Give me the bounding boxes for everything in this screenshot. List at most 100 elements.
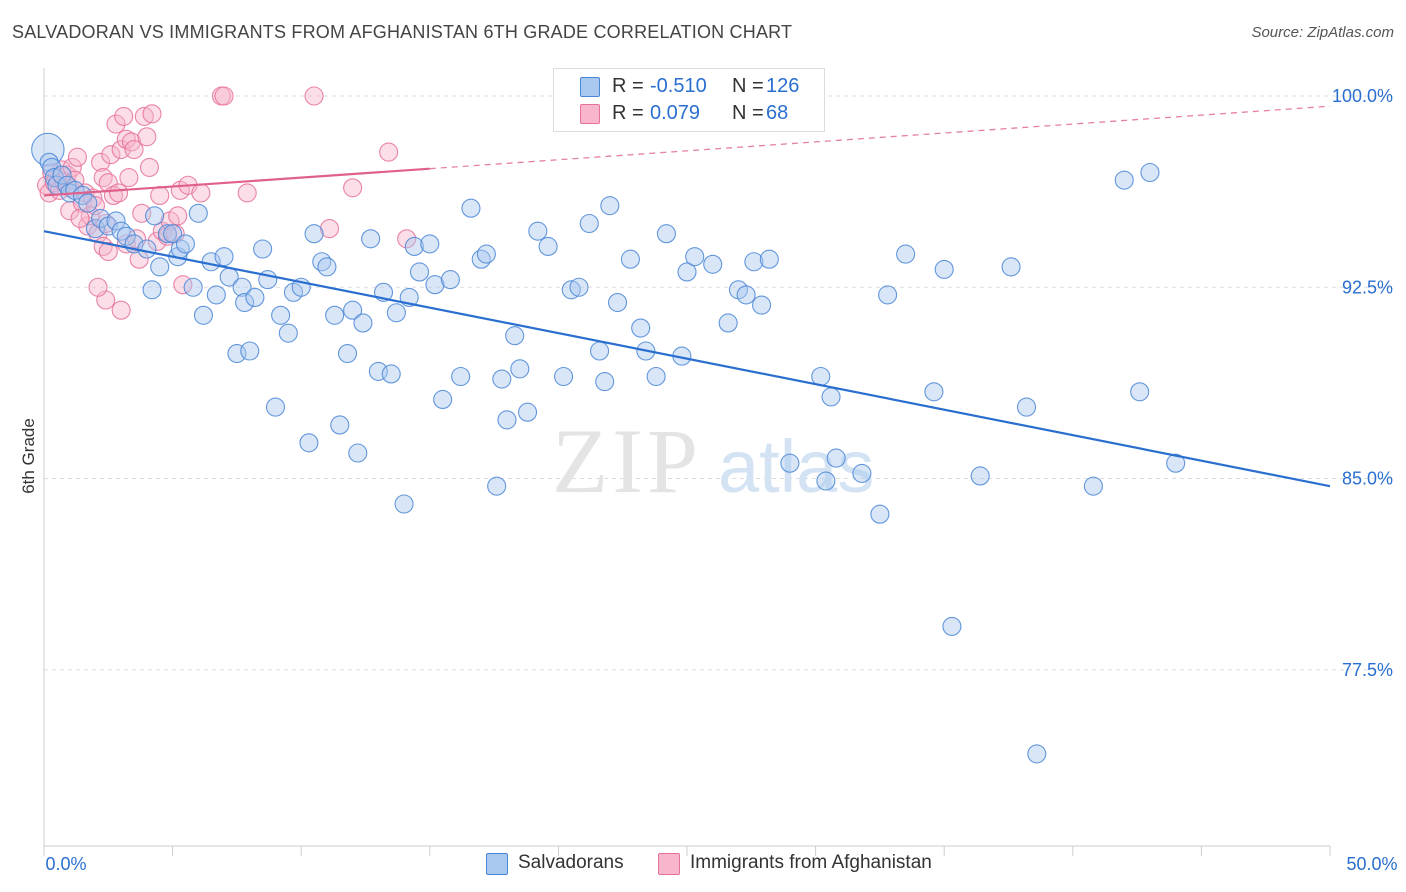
legend-row-afghanistan: R = 0.079 N = 68: [554, 100, 824, 126]
salvadoran-point: [312, 252, 332, 272]
legend-n-label: N =: [732, 102, 764, 124]
afghanistan-point: [93, 168, 113, 188]
salvadoran-point: [896, 244, 916, 264]
salvadoran-point: [561, 280, 581, 300]
salvadoran-point: [816, 471, 836, 491]
salvadoran-point: [1114, 170, 1134, 190]
salvadoran-point: [52, 165, 72, 185]
legend-swatch-blue: [580, 77, 600, 97]
salvadoran-point: [353, 313, 373, 333]
salvadoran-point: [685, 247, 705, 267]
salvadoran-point: [553, 366, 574, 387]
salvadoran-point: [646, 366, 666, 387]
source-credit: Source: ZipAtlas.com: [1251, 24, 1394, 41]
salvadoran-point: [271, 305, 291, 325]
afghanistan-point: [106, 114, 126, 134]
salvadoran-point: [232, 277, 252, 297]
salvadoran-point: [1001, 257, 1021, 277]
salvadoran-point: [590, 341, 610, 361]
salvadoran-point: [137, 239, 157, 259]
salvadoran-point: [31, 132, 65, 167]
afghanistan-point: [168, 206, 188, 226]
salvadoran-point: [404, 236, 424, 256]
salvadoran-point: [1083, 476, 1103, 496]
afghanistan-point: [98, 242, 118, 262]
salvadoran-point: [175, 234, 196, 254]
salvadoran-point: [325, 305, 345, 325]
bottom-legend-label: Immigrants from Afghanistan: [690, 852, 932, 873]
salvadoran-point: [142, 280, 162, 300]
salvadoran-point: [505, 326, 525, 346]
salvadoran-point: [440, 270, 460, 290]
salvadoran-trend-line: [43, 230, 1331, 488]
afghanistan-point: [70, 208, 90, 228]
salvadoran-point: [433, 389, 453, 410]
salvadoran-point: [600, 196, 620, 216]
afghanistan-point: [88, 277, 108, 297]
afghanistan-point: [124, 140, 144, 160]
salvadoran-point: [409, 262, 430, 282]
legend-n-label: N =: [732, 75, 764, 97]
y-tick-label: 100.0%: [1332, 86, 1393, 106]
salvadoran-point: [106, 211, 126, 231]
afghanistan-point: [139, 157, 160, 177]
legend-r-value: 0.079: [650, 102, 701, 124]
salvadoran-point: [608, 292, 628, 313]
salvadoran-point: [78, 193, 98, 213]
y-tick-label: 92.5%: [1342, 277, 1393, 297]
salvadoran-point: [538, 236, 558, 256]
salvadoran-point: [718, 313, 738, 333]
afghanistan-point: [304, 86, 324, 106]
afghanistan-point: [101, 145, 121, 165]
salvadoran-point: [579, 213, 599, 234]
salvadoran-point: [826, 448, 846, 468]
salvadoran-point: [620, 249, 640, 269]
salvadoran-point: [924, 382, 944, 402]
salvadoran-point: [752, 295, 772, 315]
y-axis-tick-labels: 100.0% 92.5% 85.0% 77.5%: [1332, 86, 1393, 680]
stats-legend: R = -0.510 N = 126 R = 0.079 N = 68: [553, 68, 825, 132]
salvadoran-point: [381, 364, 401, 384]
salvadoran-point: [476, 244, 496, 264]
bottom-legend-swatch-blue: [486, 853, 508, 875]
salvadoran-point: [116, 226, 136, 246]
salvadoran-point: [348, 443, 368, 463]
salvadoran-point: [386, 303, 406, 323]
afghanistan-point: [116, 129, 136, 149]
legend-n-value: 68: [766, 102, 789, 124]
salvadoran-point: [163, 224, 183, 244]
salvadoran-point: [677, 262, 697, 282]
afghanistan-point: [319, 219, 340, 239]
salvadoran-point: [497, 410, 517, 430]
salvadoran-point: [304, 224, 324, 244]
salvadoran-point: [942, 616, 962, 636]
salvadoran-point: [821, 387, 841, 407]
afghanistan-point: [147, 231, 167, 251]
trend-lines: [43, 105, 1331, 488]
salvadoran-points: [31, 86, 1186, 764]
afghanistan-point: [134, 106, 154, 126]
afghanistan-point: [142, 104, 162, 124]
afghanistan-point: [121, 132, 141, 152]
salvadoran-point: [337, 343, 358, 364]
afghanistan-trend-line-solid: [43, 167, 430, 197]
afghanistan-point: [150, 185, 170, 205]
salvadoran-point: [157, 224, 178, 244]
afghanistan-point: [237, 183, 257, 203]
salvadoran-point: [188, 203, 208, 223]
salvadoran-point: [970, 466, 990, 486]
salvadoran-point: [343, 300, 363, 320]
afghanistan-point: [343, 178, 363, 198]
salvadoran-point: [703, 254, 723, 274]
salvadoran-point: [736, 285, 756, 305]
salvadoran-point: [235, 292, 255, 313]
bottom-legend-label: Salvadorans: [518, 852, 624, 873]
salvadoran-point: [299, 433, 319, 453]
bottom-legend-swatch-pink: [658, 853, 680, 875]
salvadoran-point: [1130, 382, 1150, 402]
salvadoran-point: [451, 366, 471, 387]
salvadoran-point: [245, 287, 265, 308]
afghanistan-point: [119, 168, 139, 188]
salvadoran-point: [934, 259, 954, 279]
